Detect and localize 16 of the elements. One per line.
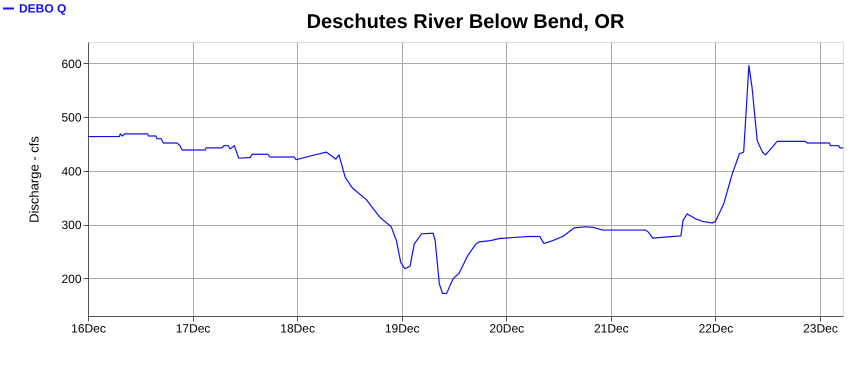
legend-label: DEBO Q bbox=[19, 2, 66, 16]
y-tick-label: 300 bbox=[61, 218, 82, 232]
x-tick-label: 16Dec bbox=[71, 322, 106, 336]
y-tick-label: 400 bbox=[61, 164, 82, 178]
x-tick-label: 20Dec bbox=[489, 322, 524, 336]
x-tick-label: 22Dec bbox=[698, 322, 734, 336]
y-tick-label: 600 bbox=[61, 56, 82, 71]
x-tick-label: 21Dec bbox=[594, 322, 629, 336]
y-tick-label: 500 bbox=[61, 110, 82, 125]
y-tick-label: 200 bbox=[61, 272, 82, 286]
x-tick-label: 23Dec bbox=[803, 322, 838, 336]
chart-title: Deschutes River Below Bend, OR bbox=[306, 11, 625, 33]
x-tick-label: 18Dec bbox=[280, 322, 315, 336]
y-axis-title: Discharge - cfs bbox=[26, 136, 42, 223]
x-tick-label: 17Dec bbox=[176, 322, 210, 336]
x-tick-label: 19Dec bbox=[384, 322, 420, 336]
